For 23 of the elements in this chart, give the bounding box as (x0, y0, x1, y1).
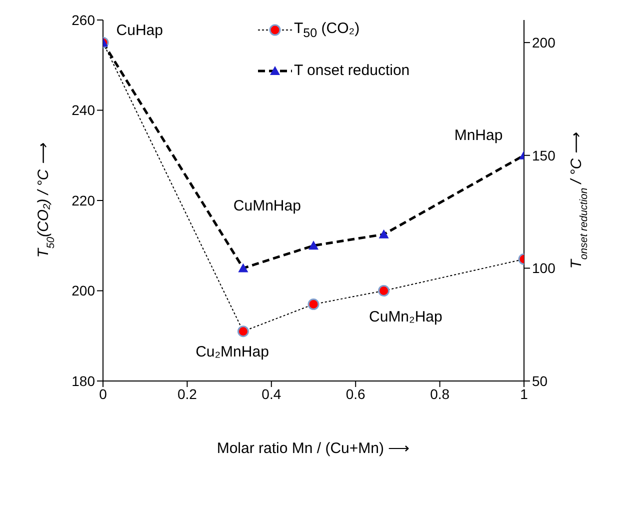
annotation: CuHap (116, 22, 163, 40)
y-tick-label: 240 (72, 102, 96, 118)
y2-tick-label: 50 (532, 372, 548, 389)
y2-tick-label: 150 (532, 147, 556, 164)
legend-label: T$_{50}$ (CO₂) (294, 20, 360, 40)
y-tick-label: 220 (72, 192, 96, 208)
annotation: CuMn₂Hap (369, 308, 442, 326)
annotation: Cu₂MnHap (196, 343, 269, 360)
annotation: MnHap (454, 126, 503, 144)
x-tick-label: 1 (520, 386, 528, 402)
y-tick-label: 180 (72, 372, 96, 389)
x-tick-label: 0.4 (262, 386, 282, 402)
x-axis-title: Molar ratio Mn / (Cu+Mn) ⟶ (216, 440, 410, 457)
legend-label: T onset reduction (294, 62, 410, 79)
x-tick-label: 0.8 (430, 386, 450, 402)
y-tick-label: 200 (72, 282, 96, 299)
y2-tick-label: 100 (532, 260, 556, 276)
annotation: CuMnHap (233, 198, 301, 215)
x-tick-label: 0.6 (346, 386, 366, 402)
y-tick-label: 260 (72, 12, 96, 28)
x-tick-label: 0.2 (177, 386, 198, 402)
y2-tick-label: 200 (532, 34, 556, 51)
x-tick-label: 0 (99, 386, 108, 402)
